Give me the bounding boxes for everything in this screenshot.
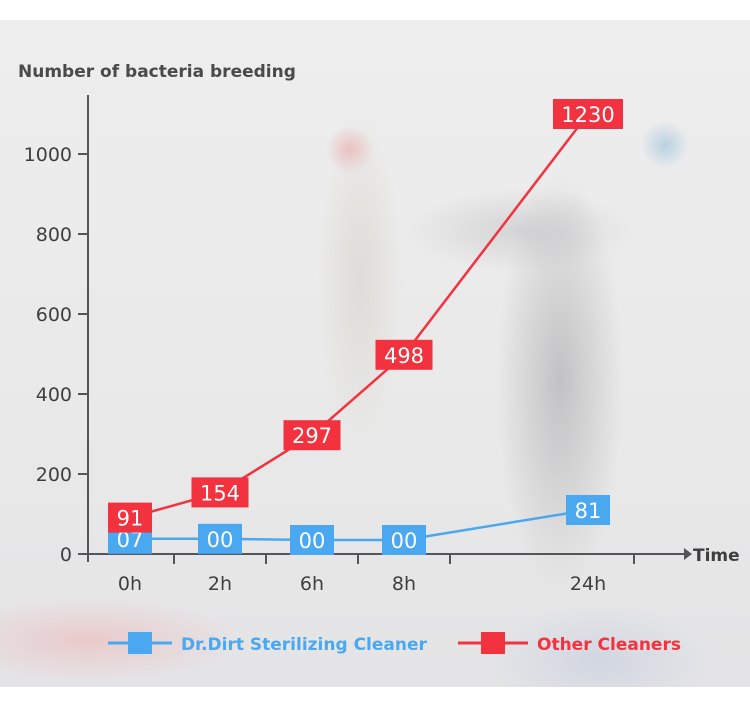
x-tick-label: 0h <box>118 573 142 595</box>
x-tick-label: 2h <box>208 573 232 595</box>
data-label-other-cleaners: 1230 <box>561 103 614 127</box>
data-label-box-other-cleaners <box>191 477 249 508</box>
data-label-other-cleaners: 297 <box>292 424 332 448</box>
data-label-dr-dirt: 81 <box>575 499 602 523</box>
data-label-box-other-cleaners <box>553 99 623 129</box>
data-label-dr-dirt: 00 <box>299 529 326 553</box>
legend-marker-other <box>481 632 505 654</box>
y-tick-label: 600 <box>36 304 72 326</box>
y-tick-label: 400 <box>36 384 72 406</box>
data-label-box-dr-dirt <box>382 525 426 555</box>
x-tick-label: 6h <box>300 573 324 595</box>
data-label-box-dr-dirt <box>290 525 334 555</box>
legend-item-other-cleaners: Other Cleaners <box>458 632 681 655</box>
x-tick-label: 8h <box>392 573 416 595</box>
y-tick-label: 800 <box>36 224 72 246</box>
series-lines <box>129 113 589 542</box>
y-tick-label: 0 <box>60 544 72 566</box>
data-label-box-other-cleaners <box>375 339 433 370</box>
x-axis-title: Time <box>693 546 740 566</box>
legend-item-dr-dirt: Dr.Dirt Sterilizing Cleaner <box>108 632 428 655</box>
data-label-box-other-cleaners <box>283 420 341 451</box>
y-axis-title: Number of bacteria breeding <box>18 62 296 82</box>
legend-marker-dr-dirt <box>128 632 152 654</box>
x-ticks: 0h 2h 6h 8h 24h <box>118 554 635 595</box>
legend-label-other: Other Cleaners <box>537 635 681 655</box>
data-label-box-other-cleaners <box>108 502 152 533</box>
chart-background <box>0 20 750 687</box>
legend: Dr.Dirt Sterilizing Cleaner Other Cleane… <box>108 632 681 655</box>
data-label-other-cleaners: 91 <box>117 507 144 531</box>
data-label-box-dr-dirt <box>566 495 610 525</box>
data-label-dr-dirt: 00 <box>207 528 234 552</box>
y-tick-label: 1000 <box>24 144 72 166</box>
series-line-other-cleaners <box>129 113 589 519</box>
x-tick-label: 24h <box>570 573 606 595</box>
data-label-other-cleaners: 154 <box>200 481 240 505</box>
y-ticks: 0 200 400 600 800 1000 <box>24 144 88 566</box>
data-label-dr-dirt: 00 <box>391 529 418 553</box>
x-axis-arrow <box>684 548 692 560</box>
y-tick-label: 200 <box>36 464 72 486</box>
data-label-other-cleaners: 498 <box>384 344 424 368</box>
data-label-box-dr-dirt <box>198 523 242 554</box>
legend-label-dr-dirt: Dr.Dirt Sterilizing Cleaner <box>181 635 428 655</box>
